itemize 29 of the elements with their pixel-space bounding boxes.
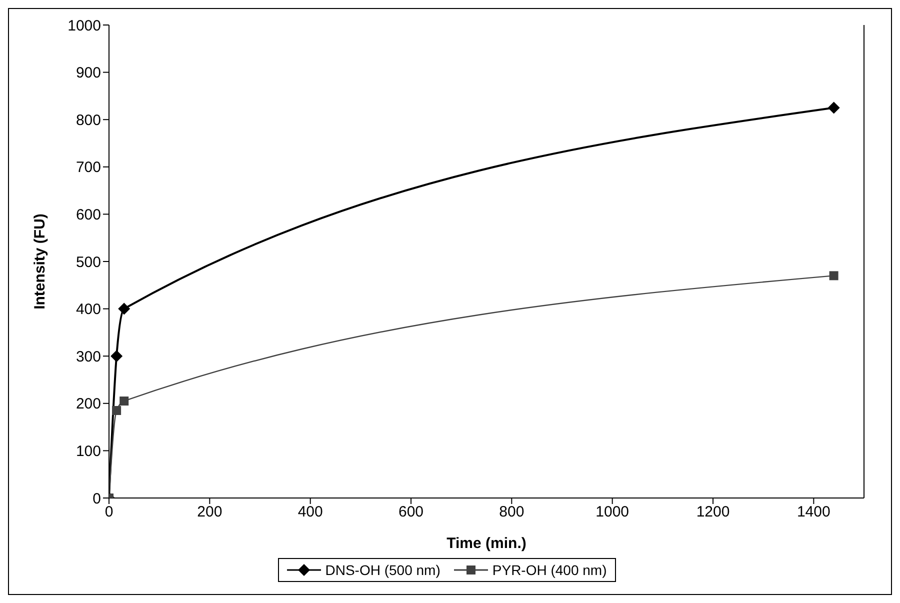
point <box>829 271 838 280</box>
y-tick-label: 900 <box>76 64 101 82</box>
legend-label: PYR-OH (400 nm) <box>491 562 607 578</box>
y-tick-label: 500 <box>76 254 101 271</box>
point <box>112 406 122 415</box>
x-axis-title: Time (min.) <box>446 535 526 552</box>
y-tick-label: 0 <box>92 490 101 508</box>
point <box>118 302 130 315</box>
x-tick-label: 1200 <box>696 504 730 521</box>
y-tick-label: 200 <box>76 396 101 413</box>
legend-label: DNS-OH (500 nm) <box>324 562 440 578</box>
y-axis-title: Intensity (FU) <box>31 214 48 310</box>
y-tick-label: 1000 <box>68 17 101 34</box>
y-tick-label: 100 <box>76 443 101 460</box>
x-tick-label: 600 <box>398 504 424 521</box>
point <box>120 396 129 406</box>
x-tick-label: 1400 <box>796 504 830 521</box>
y-tick-label: 400 <box>76 301 101 318</box>
y-tick-label: 800 <box>76 112 101 129</box>
x-tick-label: 400 <box>298 504 323 521</box>
point <box>110 350 123 362</box>
x-tick-label: 200 <box>197 504 222 521</box>
y-tick-label: 700 <box>76 159 101 176</box>
point <box>828 102 840 114</box>
x-tick-label: 800 <box>499 504 524 521</box>
y-tick-label: 600 <box>76 206 101 224</box>
x-tick-label: 1000 <box>596 504 630 521</box>
y-tick-label: 300 <box>76 348 101 366</box>
x-tick-label: 0 <box>104 504 114 521</box>
